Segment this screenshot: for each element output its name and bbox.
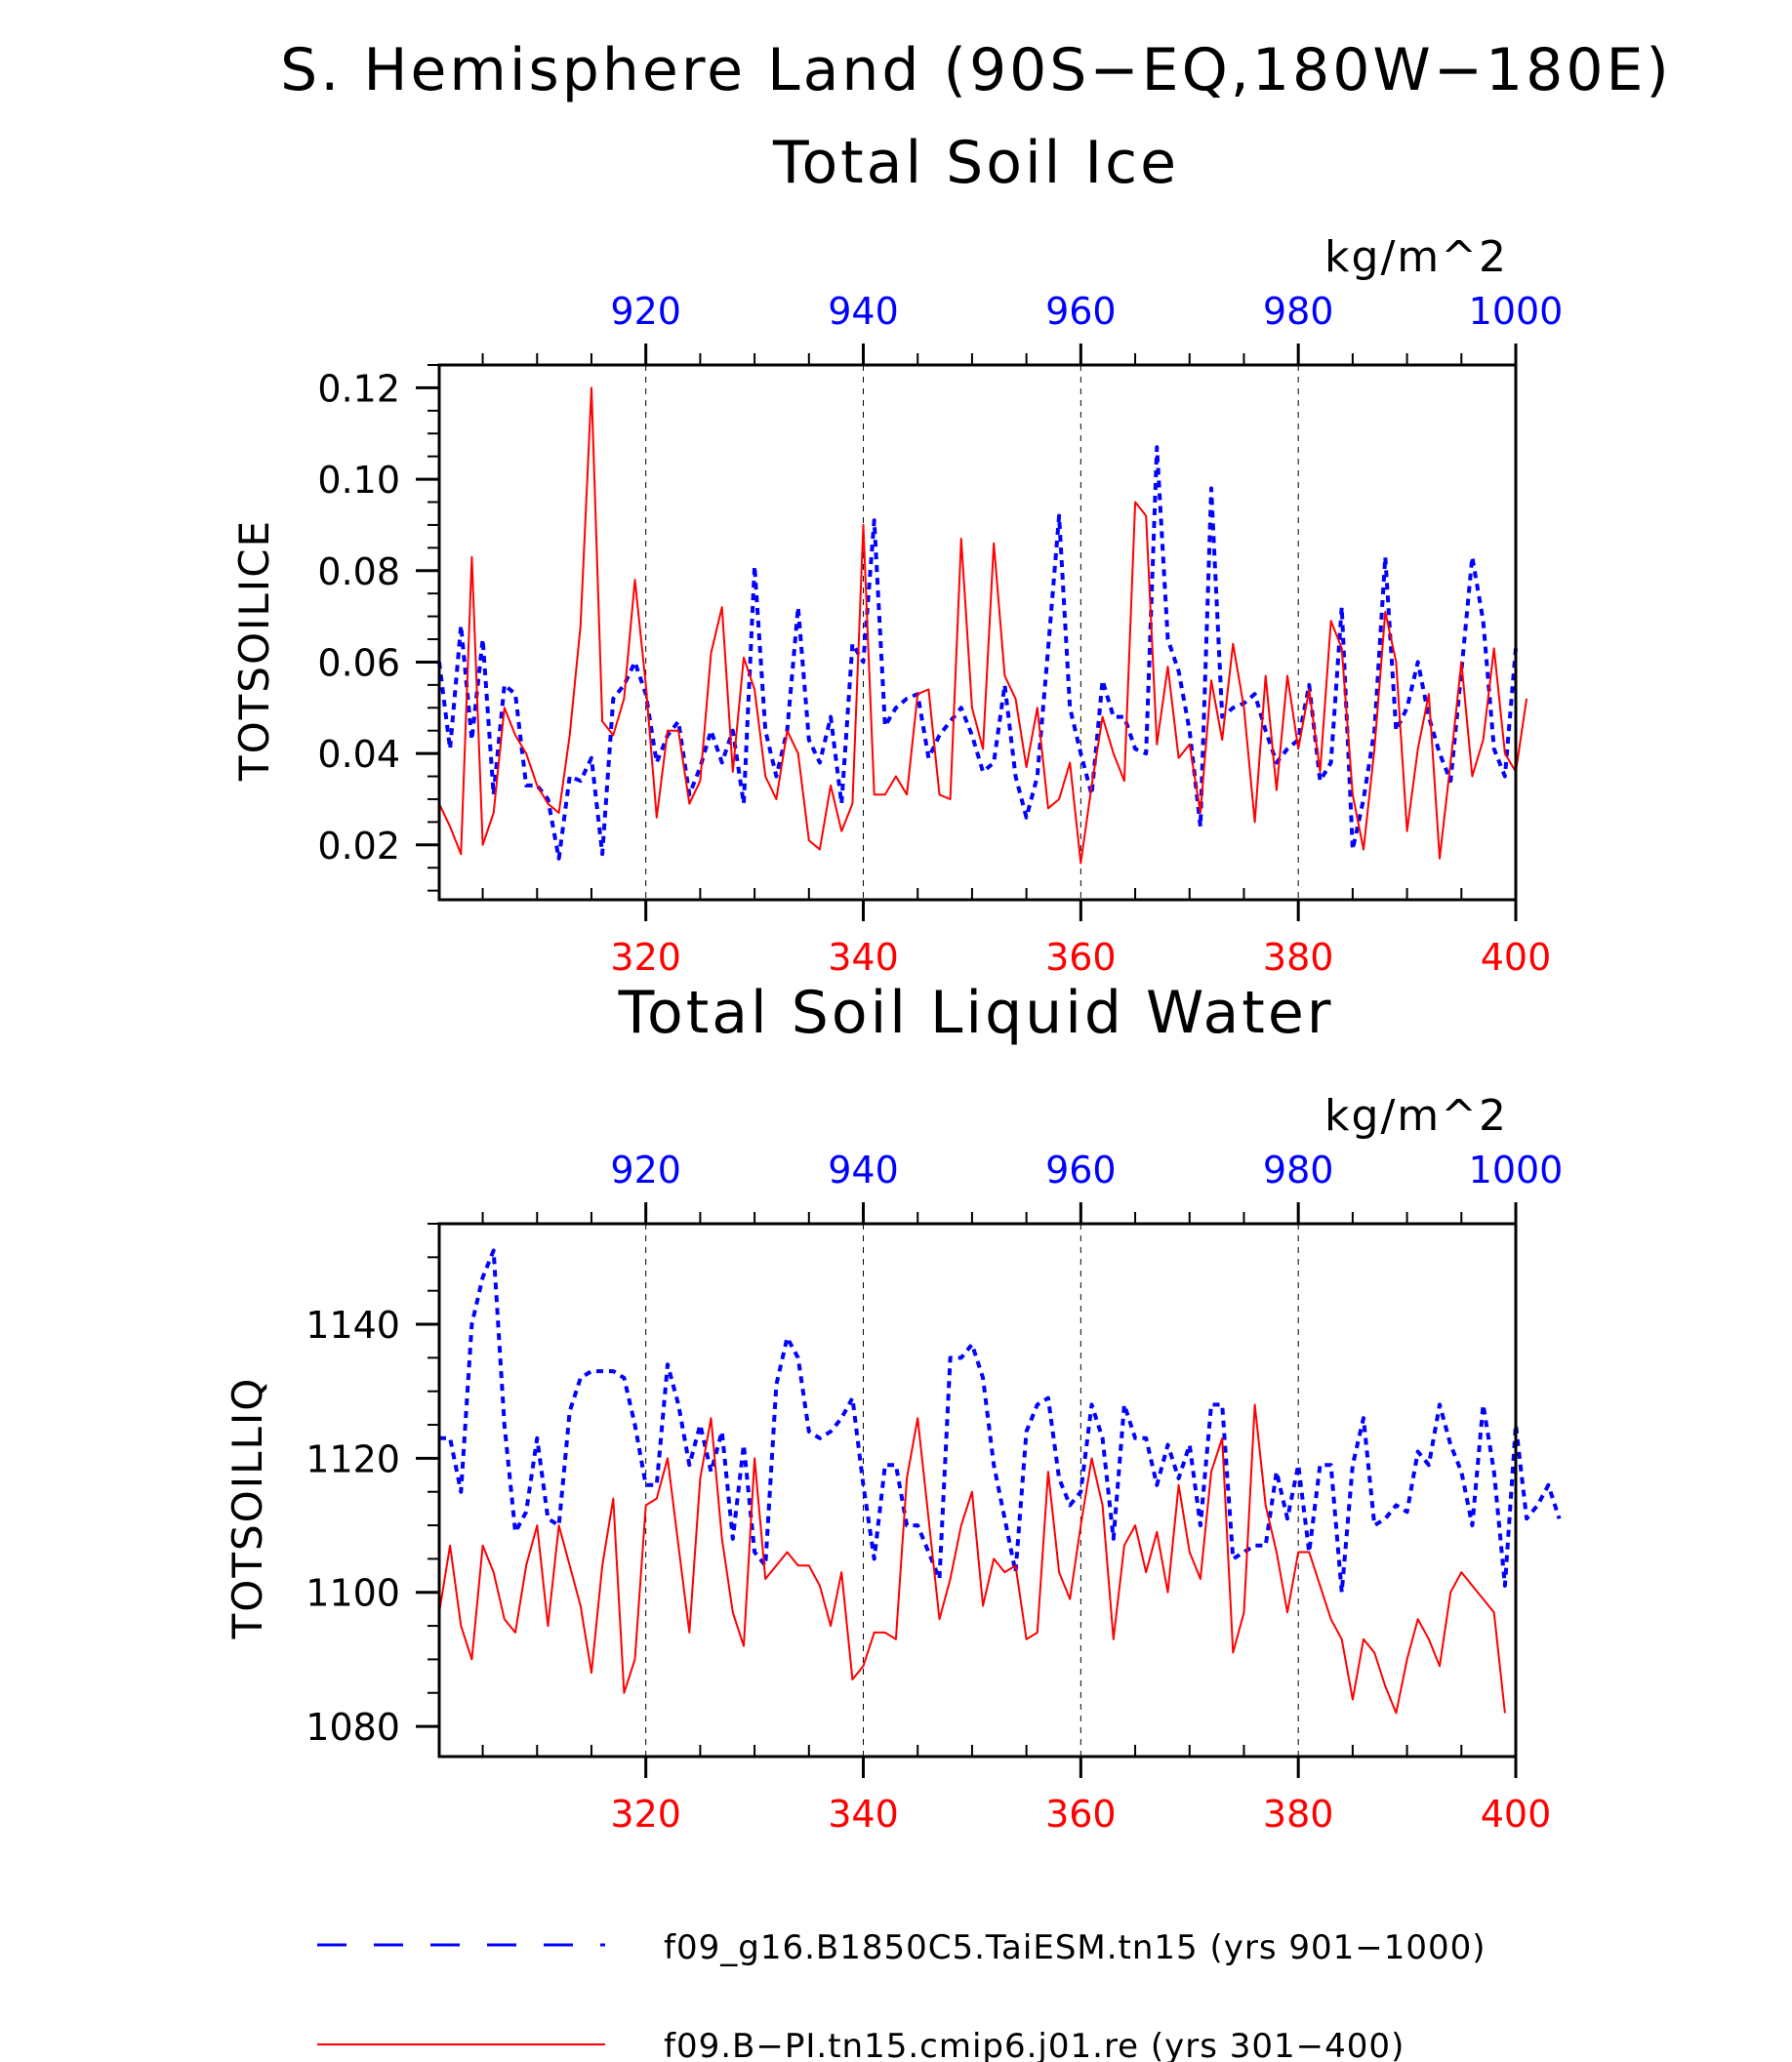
x-tick-label-top: 920	[610, 290, 681, 333]
y-axis-label: TOTSOILLIQ	[224, 1377, 271, 1640]
x-tick-label-bottom: 400	[1481, 936, 1552, 979]
legend-label-red: f09.B−PI.tn15.cmip6.j01.re (yrs 301−400)	[664, 2027, 1405, 2062]
x-tick-label-bottom: 360	[1045, 936, 1117, 979]
x-tick-label-bottom: 380	[1263, 1793, 1334, 1836]
x-tick-label-bottom: 380	[1263, 936, 1334, 979]
x-tick-label-top: 980	[1263, 1149, 1334, 1192]
y-tick-label: 0.06	[317, 641, 400, 684]
figure-title: S. Hemisphere Land (90S−EQ,180W−180E)	[280, 36, 1672, 104]
x-tick-label-top: 1000	[1469, 290, 1564, 333]
y-axis-label: TOTSOILICE	[230, 519, 278, 782]
y-tick-label: 0.12	[317, 367, 400, 410]
series-line-cmip6	[438, 1403, 1506, 1715]
y-tick-label: 0.02	[317, 825, 400, 868]
legend-label-blue: f09_g16.B1850C5.TaiESM.tn15 (yrs 901−100…	[664, 1928, 1487, 1967]
x-tick-label-top: 960	[1045, 290, 1117, 333]
y-tick-label: 1140	[305, 1304, 400, 1347]
chart-panel-soil-liquid: Total Soil Liquid Water kg/m^2 320 340 360…	[224, 979, 1563, 1836]
x-tick-label-bottom: 340	[828, 1793, 899, 1836]
x-tick-label-top: 940	[828, 1149, 899, 1192]
y-tick-label: 1080	[305, 1706, 400, 1749]
x-tick-label-top: 940	[828, 290, 899, 333]
y-tick-label: 1120	[305, 1437, 400, 1480]
series-line-taiesm	[439, 1248, 1562, 1595]
x-tick-label-top: 920	[610, 1149, 681, 1192]
plot-frame	[437, 363, 1518, 902]
y-tick-label: 1100	[305, 1572, 400, 1615]
x-tick-label-bottom: 360	[1045, 1793, 1117, 1836]
units-label: kg/m^2	[1324, 1091, 1508, 1141]
x-tick-label-top: 960	[1045, 1149, 1117, 1192]
panel-title: Total Soil Ice	[772, 129, 1179, 197]
series-line-taiesm	[437, 445, 1518, 861]
x-tick-label-bottom: 320	[610, 1793, 681, 1836]
chart-panel-soil-ice: Total Soil Ice kg/m^2 320 340 360 380 400 920…	[230, 129, 1563, 979]
panel-title: Total Soil Liquid Water	[618, 979, 1334, 1047]
plot-frame	[437, 1222, 1518, 1759]
y-tick-label: 0.04	[317, 733, 400, 776]
y-tick-label: 0.10	[317, 459, 400, 502]
x-tick-label-top: 1000	[1469, 1149, 1564, 1192]
units-label: kg/m^2	[1324, 232, 1508, 282]
x-tick-label-bottom: 320	[610, 936, 681, 979]
y-tick-label: 0.08	[317, 550, 400, 593]
x-tick-label-bottom: 340	[828, 936, 899, 979]
x-tick-label-bottom: 400	[1481, 1793, 1552, 1836]
x-tick-label-top: 980	[1263, 290, 1334, 333]
legend: f09_g16.B1850C5.TaiESM.tn15 (yrs 901−100…	[317, 1928, 1487, 2062]
series-line-cmip6	[438, 386, 1528, 865]
